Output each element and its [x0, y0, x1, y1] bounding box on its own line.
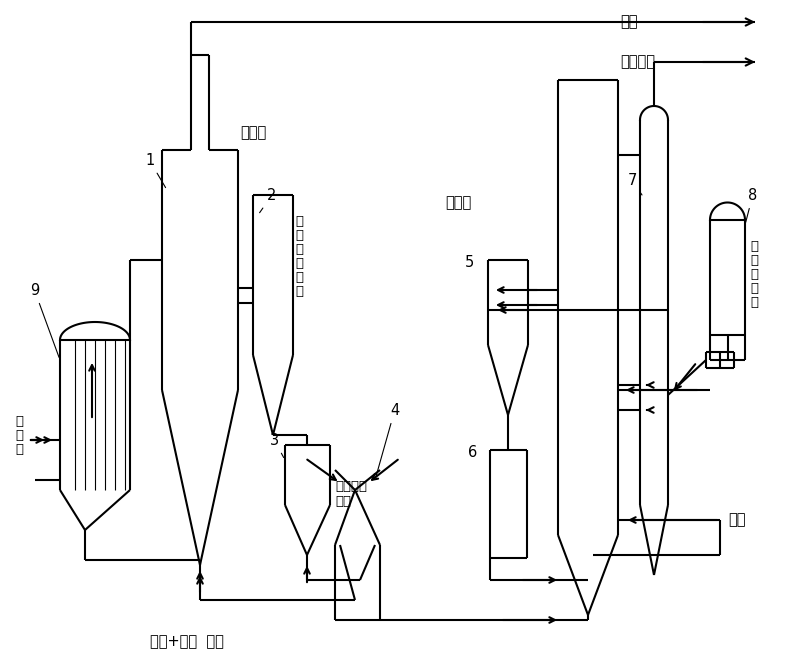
Text: 吸附剂还
原器: 吸附剂还 原器 [335, 480, 367, 508]
Text: 5: 5 [465, 255, 474, 270]
Text: 反应器: 反应器 [240, 125, 266, 140]
Text: 原料+氢气  氢气: 原料+氢气 氢气 [150, 634, 224, 649]
Text: 二氧化硫: 二氧化硫 [620, 54, 655, 69]
Text: 3: 3 [270, 433, 284, 457]
Text: 产品: 产品 [620, 14, 638, 29]
Text: 1: 1 [145, 153, 166, 188]
Text: 再生器: 再生器 [445, 195, 471, 210]
Text: 吸
附
剂
接
收
器: 吸 附 剂 接 收 器 [295, 215, 303, 298]
Text: 冷
却
水: 冷 却 水 [15, 415, 23, 456]
Text: 7: 7 [628, 173, 642, 195]
Text: 空气: 空气 [728, 512, 746, 527]
Text: 8: 8 [746, 188, 758, 222]
Text: 2: 2 [259, 188, 276, 213]
Text: 9: 9 [30, 283, 59, 358]
Text: 吸
附
剂
储
罐: 吸 附 剂 储 罐 [750, 240, 758, 309]
Text: 4: 4 [376, 403, 399, 478]
Text: 6: 6 [468, 445, 478, 460]
